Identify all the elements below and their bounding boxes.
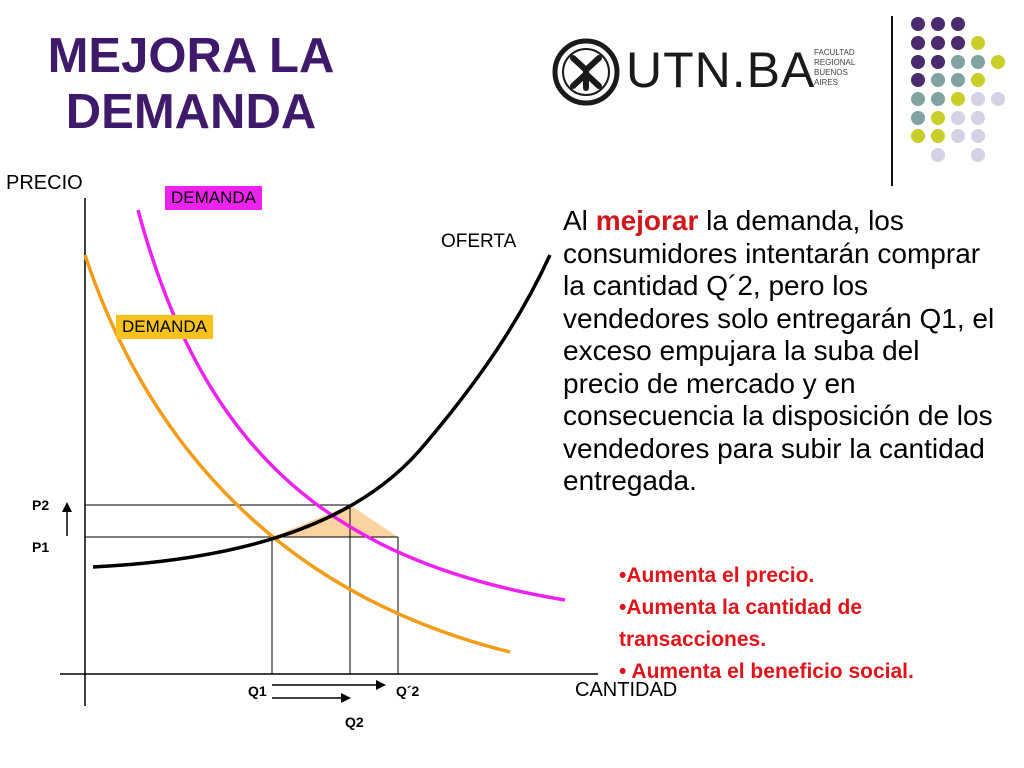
q2-label: Q2 [345,714,364,730]
effect-item: •Aumenta el precio. [619,564,815,587]
logo-sub-line-1: FACULTAD [814,48,855,57]
demand-new-curve [136,209,566,602]
logo-name: UTN.BA [626,42,816,98]
logo-subtitle: FACULTAD REGIONAL BUENOS AIRES [814,48,872,88]
p2-label: P2 [32,497,50,513]
demand-old-label: DEMANDA [116,315,214,339]
slide-title: MEJORA LA DEMANDA [36,28,346,140]
supply-label: OFERTA [441,231,517,252]
logo-sub-line-2: REGIONAL [814,58,856,67]
para-rest: la demanda, los consumidores intentarán … [563,205,995,496]
title-line-2: DEMANDA [65,85,317,139]
explanation-paragraph: Al mejorar la demanda, los consumidores … [563,205,1003,498]
demand-old-curve [83,254,511,654]
logo-sub-line-3: BUENOS AIRES [814,68,848,87]
effect-item: •Aumenta la cantidad de transacciones. [619,596,863,651]
demand-new-label: DEMANDA [165,186,263,210]
para-highlight: mejorar [595,205,699,236]
p1-label: P1 [32,539,50,555]
utn-logo: UTN.BA FACULTAD REGIONAL BUENOS AIRES [552,36,872,108]
x-axis-label: CANTIDAD [575,679,678,701]
q1-label: Q1 [248,683,267,699]
decor-dot-grid [911,17,1005,162]
effect-item: • Aumenta el beneficio social. [619,660,914,683]
utn-emblem-icon [552,38,620,106]
y-axis-label: PRECIO [6,172,83,194]
title-line-1: MEJORA LA [47,29,335,83]
decor-vertical-line [891,16,893,186]
para-start: Al [563,205,596,236]
q-prime-2-label: Q´2 [396,683,420,699]
supply-curve [92,254,552,569]
effects-list: •Aumenta el precio. •Aumenta la cantidad… [619,560,1009,688]
